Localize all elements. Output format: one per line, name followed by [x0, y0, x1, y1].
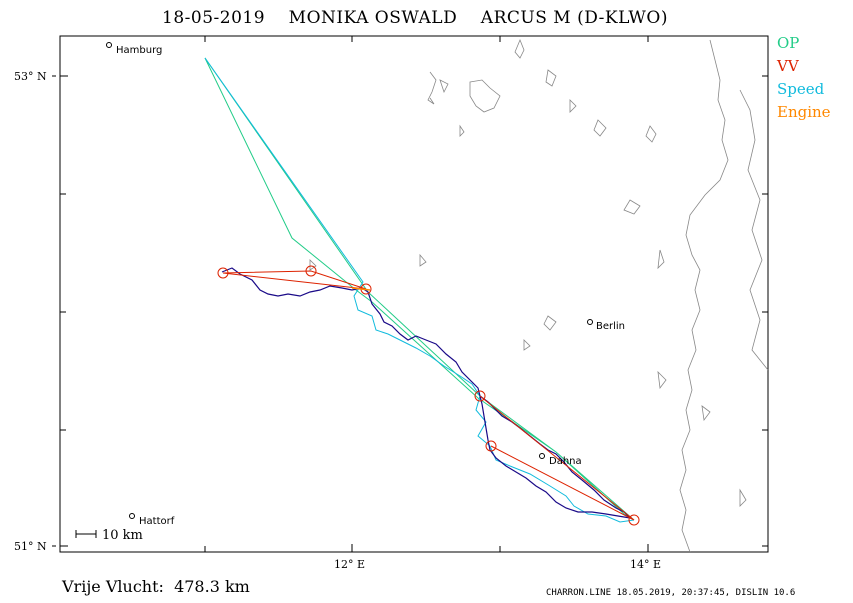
map-title: 18-05-2019 MONIKA OSWALD ARCUS M (D-KLWO… — [162, 8, 668, 28]
flight-track — [221, 267, 632, 519]
legend-vv: VV — [777, 57, 799, 75]
turnpoints — [217, 265, 640, 526]
city-berlin-marker — [587, 319, 593, 325]
city-berlin-label: Berlin — [596, 321, 625, 332]
lat-bottom-label: 51° N — [14, 540, 47, 553]
vv-track-2 — [479, 395, 635, 521]
speed-track — [204, 57, 635, 523]
city-hattorf-label: Hattorf — [139, 516, 175, 527]
map-frame — [59, 35, 769, 553]
lon-left-label: 12° E — [334, 558, 365, 571]
city-hamburg-label: Hamburg — [116, 45, 162, 56]
legend-op: OP — [777, 34, 800, 52]
lon-right-label: 14° E — [630, 558, 661, 571]
lat-label-ticks — [52, 75, 56, 547]
engine-segment — [351, 287, 371, 291]
geography-outlines — [309, 38, 769, 553]
distance-text: Vrije Vlucht: 478.3 km — [62, 577, 250, 596]
city-dahna-label: Dahna — [549, 456, 582, 467]
legend-speed: Speed — [777, 80, 825, 98]
scale-label: 10 km — [102, 528, 143, 543]
axis-ticks — [60, 36, 768, 552]
footer-text: CHARRON.LINE 18.05.2019, 20:37:45, DISLI… — [546, 588, 796, 598]
scale-bar — [75, 530, 97, 538]
vv-track — [222, 270, 367, 290]
city-dahna-marker — [539, 453, 545, 459]
op-track — [204, 57, 635, 521]
city-hattorf-marker — [129, 513, 135, 519]
city-hamburg-marker — [106, 42, 112, 48]
lat-top-label: 53° N — [14, 70, 47, 83]
legend-engine: Engine — [777, 103, 831, 121]
